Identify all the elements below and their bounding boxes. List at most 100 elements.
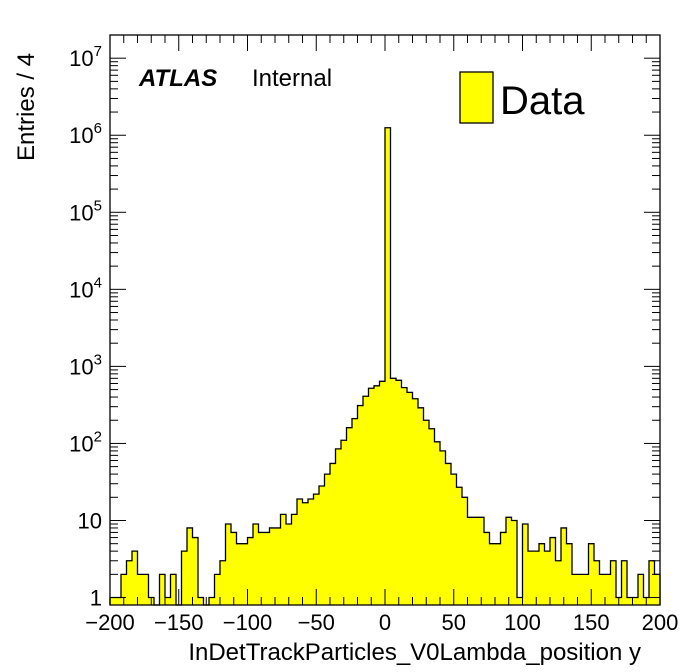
histogram-bar-63 [456, 487, 462, 605]
histogram-bar-15 [192, 537, 198, 605]
histogram-bar-36 [308, 499, 314, 605]
histogram-bar-62 [451, 474, 457, 605]
histogram-bar-81 [555, 560, 561, 605]
y-tick-label: 106 [69, 120, 102, 148]
atlas-status: Internal [252, 65, 332, 92]
histogram-bar-78 [539, 543, 545, 605]
histogram-bar-19 [214, 574, 220, 605]
histogram-bar-33 [291, 514, 297, 605]
histogram-bar-48 [374, 385, 380, 605]
histogram-bar-61 [445, 463, 451, 605]
x-tick-label: 100 [504, 610, 541, 635]
histogram-bar-49 [379, 381, 385, 605]
histogram-bar-38 [319, 486, 325, 605]
histogram-bar-66 [473, 517, 479, 605]
histogram-bar-51 [390, 378, 396, 605]
histogram-bar-67 [478, 517, 484, 605]
histogram-bar-56 [418, 407, 424, 605]
histogram-bar-86 [583, 574, 589, 605]
histogram-bar-13 [181, 551, 187, 605]
histogram-bar-85 [577, 574, 583, 605]
histogram-bar-90 [605, 574, 611, 605]
histogram-bar-3 [126, 560, 132, 605]
histogram-bar-82 [561, 527, 567, 605]
y-axis-title: Entries / 4 [13, 53, 40, 161]
histogram-bar-14 [187, 527, 193, 605]
histogram-bar-53 [401, 387, 407, 605]
y-tick-label: 1 [90, 586, 102, 611]
histogram-bar-71 [500, 532, 506, 605]
histogram-bar-28 [264, 532, 270, 605]
x-tick-label: −150 [154, 610, 204, 635]
histogram-bars [110, 127, 660, 606]
histogram-bar-94 [627, 597, 633, 605]
histogram-bar-35 [302, 502, 308, 605]
legend: Data [459, 71, 585, 124]
histogram-bar-93 [621, 560, 627, 605]
histogram-bar-52 [396, 380, 402, 605]
atlas-label: ATLAS [138, 65, 217, 92]
histogram-bar-41 [335, 448, 341, 605]
x-tick-label: −100 [223, 610, 273, 635]
histogram-bar-11 [170, 574, 176, 605]
histogram-bar-87 [588, 543, 594, 605]
histogram-bar-37 [313, 494, 319, 605]
x-tick-label: −200 [85, 610, 135, 635]
histogram-bar-2 [121, 574, 127, 605]
legend-label-data: Data [500, 79, 585, 123]
histogram-bar-59 [434, 441, 440, 605]
histogram-bar-10 [165, 597, 171, 605]
histogram-bar-91 [610, 560, 616, 605]
histogram-bar-79 [544, 551, 550, 605]
y-tick-label: 105 [69, 197, 102, 225]
histogram-bar-98 [649, 560, 655, 605]
histogram-bar-77 [533, 551, 539, 605]
histogram-bar-31 [280, 514, 286, 605]
histogram-bar-54 [407, 392, 413, 605]
histogram-bar-42 [341, 440, 347, 605]
histogram-bar-80 [550, 537, 556, 605]
histogram-bar-23 [236, 543, 242, 605]
histogram-bar-69 [489, 543, 495, 605]
histogram-bar-68 [484, 532, 490, 605]
x-tick-label: −50 [298, 610, 335, 635]
histogram-bar-32 [286, 524, 292, 605]
histogram-bar-75 [522, 524, 528, 605]
x-tick-label: 200 [642, 610, 679, 635]
histogram-bar-83 [566, 543, 572, 605]
histogram-bar-1 [115, 597, 121, 605]
x-tick-label: 0 [379, 610, 391, 635]
legend-swatch [459, 71, 494, 124]
histogram-bar-88 [594, 560, 600, 605]
y-tick-label: 103 [69, 351, 102, 379]
x-tick-labels: −200 −150 −100 −50 0 50 100 150 200 [85, 610, 678, 635]
histogram-bar-4 [132, 551, 138, 605]
histogram-bar-40 [330, 463, 336, 605]
y-tick-label: 10 [78, 508, 102, 533]
histogram-bar-21 [225, 524, 231, 605]
histogram-bar-64 [462, 497, 468, 605]
histogram-bar-96 [638, 574, 644, 605]
histogram-bar-65 [467, 517, 473, 605]
histogram-bar-44 [352, 418, 358, 605]
histogram-bar-57 [423, 420, 429, 605]
histogram-bar-47 [368, 388, 374, 605]
histogram-bar-74 [517, 597, 523, 605]
histogram-bar-29 [269, 527, 275, 605]
histogram-bar-25 [247, 537, 253, 605]
histogram-bar-6 [143, 574, 149, 605]
histogram-bar-58 [429, 428, 435, 605]
axis-ticks [109, 34, 661, 605]
histogram-bar-0 [110, 597, 116, 605]
histogram-bar-73 [511, 520, 517, 605]
histogram-bar-89 [599, 574, 605, 605]
histogram-bar-95 [632, 597, 638, 605]
histogram-bar-70 [495, 543, 501, 605]
histogram-bar-43 [346, 427, 352, 605]
y-tick-labels: 1 10 102 103 104 105 106 107 [69, 43, 102, 610]
histogram-bar-60 [440, 450, 446, 605]
histogram-bar-45 [357, 405, 363, 605]
histogram-bar-16 [198, 597, 204, 605]
x-tick-label: 150 [573, 610, 610, 635]
